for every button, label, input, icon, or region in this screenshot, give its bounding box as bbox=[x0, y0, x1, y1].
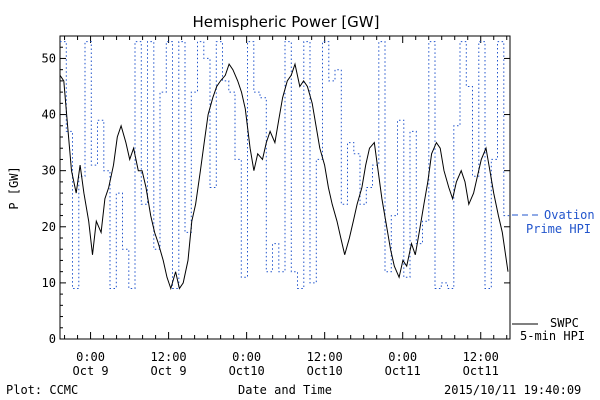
x-tick-label-time: 12:00 bbox=[151, 350, 187, 364]
y-tick-label: 10 bbox=[42, 276, 56, 290]
y-tick-label: 40 bbox=[42, 108, 56, 122]
x-tick-label-date: Oct 9 bbox=[73, 364, 109, 378]
swpc-legend-label-line1: SWPC bbox=[550, 316, 579, 330]
plot-frame bbox=[59, 35, 511, 340]
x-tick-label-time: 0:00 bbox=[76, 350, 105, 364]
x-tick-label-time: 12:00 bbox=[463, 350, 499, 364]
footer-timestamp: 2015/10/11 19:40:09 bbox=[444, 383, 582, 397]
series-layer bbox=[59, 41, 510, 291]
x-tick-label-date: Oct 9 bbox=[151, 364, 187, 378]
x-tick-label-time: 0:00 bbox=[232, 350, 261, 364]
x-tick-label-date: Oct10 bbox=[307, 364, 343, 378]
chart-title: Hemispheric Power [GW] bbox=[193, 13, 380, 31]
ovation-legend-label-line2: Prime HPI bbox=[526, 222, 591, 236]
y-tick-label: 20 bbox=[42, 220, 56, 234]
legend: Ovation Prime HPI SWPC 5-min HPI bbox=[512, 208, 595, 343]
swpc-legend-label-line2: 5-min HPI bbox=[520, 329, 585, 343]
x-tick-label-time: 0:00 bbox=[388, 350, 417, 364]
x-tick-label-date: Oct11 bbox=[463, 364, 499, 378]
footer-credit: Plot: CCMC bbox=[6, 383, 79, 397]
x-tick-label-date: Oct10 bbox=[229, 364, 265, 378]
ovation-prime-series bbox=[60, 41, 510, 289]
y-tick-label: 30 bbox=[42, 164, 56, 178]
y-axis-ticks: 0 10 20 30 40 50 bbox=[42, 46, 510, 346]
ovation-legend-label-line1: Ovation bbox=[544, 208, 595, 222]
y-tick-label: 50 bbox=[42, 51, 56, 65]
swpc-hpi-series bbox=[59, 62, 509, 291]
x-axis-label: Date and Time bbox=[238, 383, 332, 397]
x-tick-label-date: Oct11 bbox=[385, 364, 421, 378]
y-axis-label: P [GW] bbox=[7, 166, 21, 209]
y-tick-label: 0 bbox=[49, 332, 56, 346]
x-tick-label-time: 12:00 bbox=[307, 350, 343, 364]
